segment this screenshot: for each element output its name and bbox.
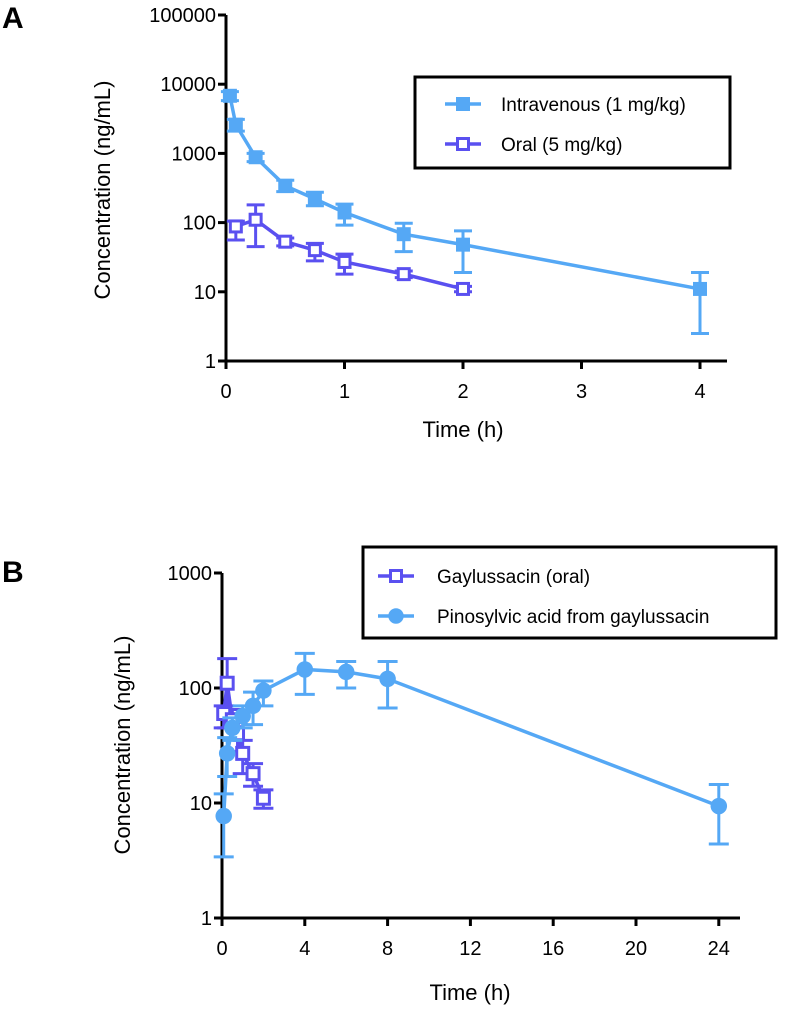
x-tick-label: 2 xyxy=(457,381,468,403)
x-tick-label: 4 xyxy=(299,938,310,960)
x-tick-label: 4 xyxy=(694,381,705,403)
legend-marker-oral xyxy=(445,137,481,151)
data-point xyxy=(248,212,263,227)
x-tick-label: 1 xyxy=(339,381,350,403)
legend-label-gaylussacin: Gaylussacin (oral) xyxy=(437,567,590,588)
data-point xyxy=(693,281,707,296)
legend-b: Gaylussacin (oral) Pinosylvic acid from … xyxy=(361,545,778,640)
x-tick-label: 20 xyxy=(625,938,647,960)
x-tick-label: 16 xyxy=(542,938,564,960)
data-point xyxy=(337,663,355,681)
panel-a: A Concentration (ng/mL) Time (h) 1101001… xyxy=(2,2,732,442)
series-pinosylvic-acid-from-gaylussacin xyxy=(213,651,729,859)
data-point xyxy=(235,745,251,761)
data-point xyxy=(710,797,728,815)
x-tick-label: 0 xyxy=(216,938,227,960)
x-tick-label: 3 xyxy=(576,381,587,403)
series-oral-5-mg-kg xyxy=(226,203,472,296)
y-tick-label: 10 xyxy=(190,793,212,815)
legend-label-iv: Intravenous (1 mg/kg) xyxy=(501,95,686,116)
data-point xyxy=(379,670,396,688)
data-point xyxy=(219,675,235,691)
x-tick-label: 0 xyxy=(220,381,231,403)
y-axis-label-a: Concentration (ng/mL) xyxy=(90,81,115,300)
legend-label-pinosylvic-acid: Pinosylvic acid from gaylussacin xyxy=(437,607,709,628)
legend-symbol xyxy=(388,608,404,624)
data-point xyxy=(218,745,236,762)
data-point xyxy=(248,150,263,165)
data-point xyxy=(228,117,243,132)
data-point xyxy=(245,766,261,782)
data-point xyxy=(234,707,251,725)
y-tick-label: 1000 xyxy=(168,563,213,585)
data-point xyxy=(307,191,322,206)
data-point xyxy=(396,227,411,242)
legend-symbol xyxy=(456,137,470,151)
data-point xyxy=(255,682,272,699)
data-point xyxy=(228,219,243,234)
y-tick-label: 100000 xyxy=(149,5,216,27)
legend-box-a xyxy=(413,75,732,170)
data-point xyxy=(456,237,470,252)
legend-box-b xyxy=(361,545,778,640)
data-point xyxy=(337,254,352,269)
data-point xyxy=(222,88,237,103)
legend-symbol xyxy=(456,97,470,111)
x-tick-label: 12 xyxy=(459,938,481,960)
data-point xyxy=(278,234,293,249)
legend-marker-pinosylvic-acid xyxy=(378,608,414,624)
series-line xyxy=(221,667,720,817)
plot-area-b: 1 10 100 1000 0 4 8 12 16 20 24 xyxy=(168,563,740,960)
y-tick-label: 1000 xyxy=(172,143,217,165)
data-point xyxy=(456,281,470,296)
data-point xyxy=(307,243,322,258)
data-point xyxy=(215,807,232,825)
data-point xyxy=(224,719,241,737)
y-tick-label: 100 xyxy=(179,678,212,700)
y-tick-label: 10 xyxy=(194,282,216,304)
x-axis-label-a: Time (h) xyxy=(422,417,503,442)
y-tick-label: 10000 xyxy=(160,74,216,96)
x-tick-label: 24 xyxy=(708,938,730,960)
panel-b: B Concentration (ng/mL) Time (h) 1101001… xyxy=(2,545,778,1005)
x-tick-label: 8 xyxy=(382,938,393,960)
data-point xyxy=(396,267,411,282)
panel-label-b: B xyxy=(2,556,24,589)
legend-label-oral: Oral (5 mg/kg) xyxy=(501,135,622,156)
y-tick-label: 100 xyxy=(183,213,216,235)
legend-marker-iv xyxy=(445,97,481,111)
legend-symbol xyxy=(389,569,403,583)
x-axis-label-b: Time (h) xyxy=(429,980,510,1005)
data-point xyxy=(244,697,262,715)
y-axis-label-b: Concentration (ng/mL) xyxy=(110,636,135,855)
data-point xyxy=(337,205,352,220)
data-point xyxy=(255,790,271,806)
data-point xyxy=(296,661,314,678)
data-point xyxy=(278,178,293,193)
panel-label-a: A xyxy=(2,2,24,35)
legend-marker-gaylussacin xyxy=(378,569,414,583)
series-intravenous-1-mg-kg xyxy=(220,88,709,335)
y-tick-label: 1 xyxy=(205,351,216,373)
legend-a: Intravenous (1 mg/kg) Oral (5 mg/kg) xyxy=(413,75,732,170)
y-tick-label: 1 xyxy=(201,908,212,930)
